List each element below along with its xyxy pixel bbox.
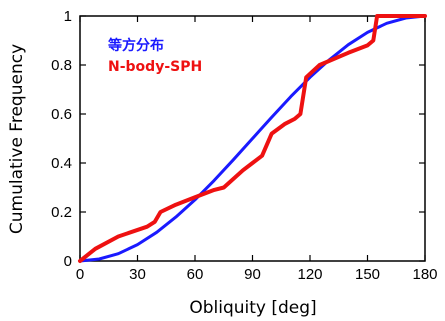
series-layer [78, 14, 427, 263]
x-tick-label: 60 [187, 266, 204, 283]
y-tick-label: 1 [64, 8, 72, 25]
series-line-isotropic [78, 14, 427, 263]
series-line-nbody-sph [78, 14, 427, 263]
x-tick-label: 180 [412, 266, 437, 283]
axis-ticks: 0 30 60 90 120 150 180 0 0.2 0.4 0.6 0.8 1 [51, 8, 437, 283]
x-tick-label: 90 [244, 266, 261, 283]
x-tick-label: 30 [129, 266, 146, 283]
y-tick-label: 0.2 [51, 204, 72, 221]
legend-entry-nbody-sph: N-body-SPH [108, 59, 202, 75]
y-tick-label: 0.4 [51, 155, 72, 172]
x-tick-label: 0 [76, 266, 84, 283]
y-axis-label: Cumulative Frequency [7, 44, 27, 234]
y-tick-label: 0.6 [51, 106, 72, 123]
y-tick-label: 0.8 [51, 57, 72, 74]
legend-entry-isotropic: 等方分布 [108, 37, 164, 54]
x-axis-label: Obliquity [deg] [189, 298, 316, 318]
legend: 等方分布 N-body-SPH [108, 37, 202, 75]
x-tick-label: 120 [297, 266, 322, 283]
y-tick-label: 0 [64, 253, 72, 270]
x-tick-label: 150 [355, 266, 380, 283]
